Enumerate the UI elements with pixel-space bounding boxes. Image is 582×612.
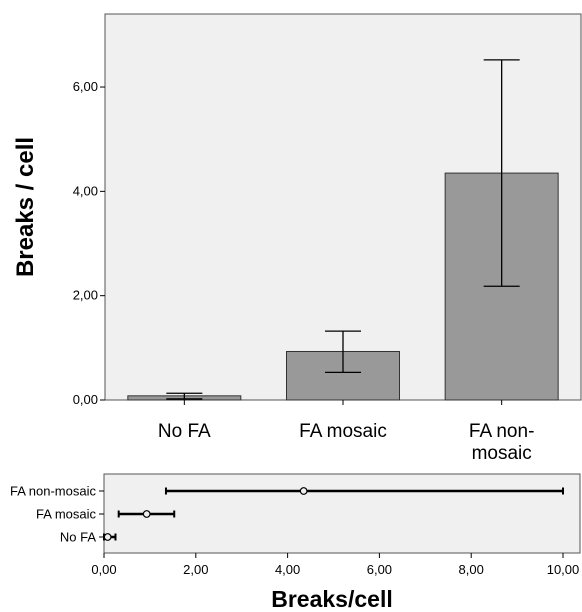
- x-tick-label: 2,00: [183, 562, 208, 577]
- x-tick-label: 0,00: [91, 562, 116, 577]
- category-label: FA non-mosaic: [469, 421, 535, 464]
- category-label-line: mosaic: [472, 443, 532, 464]
- bar-chart: 0,00 2,00 4,00 6,00 No FA FA mosaic FA non-mo…: [12, 13, 582, 464]
- y-axis-title: Breaks / cell: [12, 137, 39, 277]
- y-tick-label: 2,00: [73, 288, 98, 303]
- y-tick-label: 6,00: [73, 79, 98, 94]
- y-tick-label: FA mosaic: [36, 507, 96, 522]
- interval-chart: FA non-mosaic FA mosaic No FA 0,00 2,00 4,00…: [10, 473, 581, 612]
- interval-chart-plot-area: [103, 473, 581, 554]
- x-tick-label: 4,00: [275, 562, 300, 577]
- category-label-line: FA non-: [469, 421, 535, 442]
- category-label: No FA: [158, 421, 211, 442]
- mean-marker: [299, 487, 308, 495]
- y-tick-label: 0,00: [73, 392, 98, 407]
- x-axis-title: Breaks/cell: [271, 586, 392, 612]
- x-tick-label: 6,00: [367, 562, 392, 577]
- y-tick-label: FA non-mosaic: [10, 484, 96, 499]
- y-tick-label: No FA: [60, 530, 96, 545]
- category-label-line: No FA: [158, 421, 211, 442]
- x-tick-label: 8,00: [459, 562, 484, 577]
- mean-marker: [142, 510, 151, 518]
- mean-marker: [103, 533, 112, 541]
- x-tick-label: 10,00: [547, 562, 580, 577]
- category-label-line: FA mosaic: [299, 421, 387, 442]
- category-label: FA mosaic: [299, 421, 387, 442]
- y-tick-label: 4,00: [73, 183, 98, 198]
